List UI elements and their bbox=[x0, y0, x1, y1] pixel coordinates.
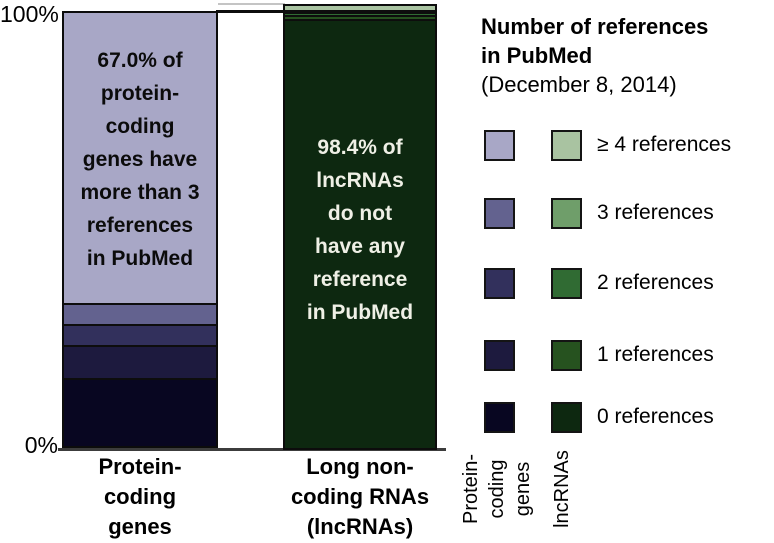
y-axis-label-0: 0% bbox=[24, 432, 58, 458]
legend-swatch-protein-2 bbox=[484, 268, 515, 299]
bar-segment-lncrna-2 bbox=[285, 12, 435, 15]
legend-title-line2: in PubMed bbox=[481, 43, 593, 68]
legend-label-0: ≥ 4 references bbox=[597, 133, 732, 156]
stacked-bar-protein-coding: 67.0% of protein- coding genes have more… bbox=[62, 11, 218, 448]
legend-title: Number of references in PubMed (December… bbox=[481, 12, 708, 99]
legend-label-2: 2 references bbox=[597, 271, 714, 294]
bar-annotation-lncrna: 98.4% of lncRNAs do not have any referen… bbox=[306, 136, 414, 324]
legend-title-line1: Number of references bbox=[481, 14, 709, 39]
legend-subtitle: (December 8, 2014) bbox=[481, 72, 677, 97]
bar-segment-lncrna-0 bbox=[285, 6, 435, 10]
bar-segment-lncrna-1 bbox=[285, 9, 435, 13]
top-gridline-black bbox=[216, 10, 285, 13]
stacked-bar-lncrna: 98.4% of lncRNAs do not have any referen… bbox=[283, 4, 437, 450]
x-axis-line bbox=[58, 448, 446, 451]
legend-swatch-lncrna-4 bbox=[551, 402, 582, 433]
top-gridline-gray bbox=[218, 3, 285, 5]
bar-segment-protein-0 bbox=[64, 13, 216, 304]
bar-segment-protein-2 bbox=[64, 323, 216, 346]
legend-swatch-protein-3 bbox=[484, 340, 515, 371]
bar-segment-lncrna-4 bbox=[285, 19, 435, 448]
legend-swatch-protein-1 bbox=[484, 198, 515, 229]
bar-segment-protein-3 bbox=[64, 345, 216, 378]
legend-swatch-protein-0 bbox=[484, 130, 515, 161]
legend-swatch-lncrna-2 bbox=[551, 268, 582, 299]
legend-swatch-lncrna-3 bbox=[551, 340, 582, 371]
legend-column-label-protein: Protein- coding genes bbox=[460, 453, 534, 525]
legend-swatch-lncrna-0 bbox=[551, 130, 582, 161]
bar-segment-lncrna-3 bbox=[285, 14, 435, 20]
y-axis-label-100: 100% bbox=[0, 1, 59, 27]
bar-segment-protein-1 bbox=[64, 303, 216, 324]
legend-label-1: 3 references bbox=[597, 201, 714, 224]
legend-label-3: 1 references bbox=[597, 343, 714, 366]
legend-swatch-protein-4 bbox=[484, 402, 515, 433]
bar-annotation-protein: 67.0% of protein- coding genes have more… bbox=[80, 49, 200, 270]
x-axis-label-lncrna: Long non- coding RNAs (lncRNAs) bbox=[290, 454, 430, 539]
legend-column-label-lncrna: lncRNAs bbox=[551, 450, 573, 528]
legend-swatch-lncrna-1 bbox=[551, 198, 582, 229]
legend-label-4: 0 references bbox=[597, 405, 714, 428]
x-axis-label-protein: Protein- coding genes bbox=[98, 454, 182, 539]
bar-segment-protein-4 bbox=[64, 377, 216, 446]
